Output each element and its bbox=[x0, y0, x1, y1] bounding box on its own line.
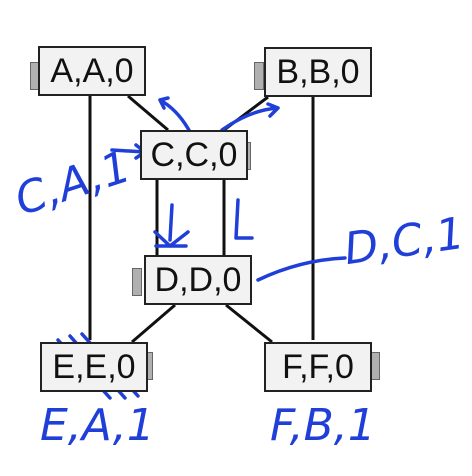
node-d-tab bbox=[132, 268, 142, 296]
node-a: A,A,0 bbox=[38, 46, 146, 96]
arrow-c-to-d bbox=[153, 203, 190, 248]
node-f-label: F,F,0 bbox=[282, 347, 354, 386]
node-d: D,D,0 bbox=[144, 255, 252, 305]
node-c: C,C,0 bbox=[140, 130, 248, 180]
arrow-c-to-a bbox=[158, 96, 192, 134]
annotation-f-msg: F,B,1 bbox=[270, 400, 376, 451]
link-a-c bbox=[127, 94, 169, 132]
node-b: B,B,0 bbox=[264, 47, 372, 97]
node-a-label: A,A,0 bbox=[50, 51, 134, 90]
node-e-label: E,E,0 bbox=[52, 347, 136, 386]
arrow-d-to-c bbox=[234, 198, 254, 240]
node-b-tab bbox=[254, 62, 264, 90]
link-d-f bbox=[225, 303, 273, 344]
node-b-label: B,B,0 bbox=[276, 52, 360, 91]
node-c-label: C,C,0 bbox=[150, 135, 238, 174]
node-f: F,F,0 bbox=[264, 342, 372, 392]
arrow-c-to-b bbox=[220, 102, 280, 132]
node-e: E,E,0 bbox=[40, 342, 148, 392]
link-d-e bbox=[131, 303, 176, 344]
curve-d-msg bbox=[256, 256, 347, 282]
node-d-label: D,D,0 bbox=[154, 260, 242, 299]
annotation-e-msg: E,A,1 bbox=[40, 400, 155, 451]
